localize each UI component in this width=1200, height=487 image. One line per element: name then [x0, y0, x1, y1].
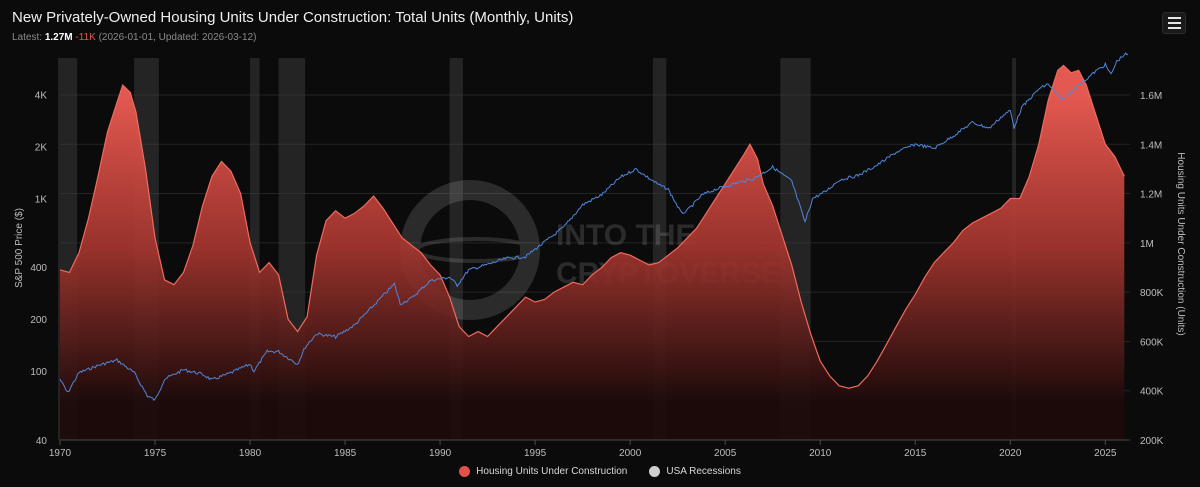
chart-title: New Privately-Owned Housing Units Under …	[12, 9, 574, 26]
y-left-tick-label: 200	[30, 315, 47, 326]
housing-area	[60, 65, 1125, 441]
y-left-tick-label: 2K	[35, 142, 48, 153]
housing-line	[59, 64, 1125, 389]
y-left-tick-label: 40	[36, 436, 48, 447]
x-tick-label: 2010	[809, 448, 832, 459]
legend-item-recessions[interactable]: USA Recessions	[649, 466, 741, 477]
legend-dot-housing-icon	[459, 466, 471, 477]
legend: Housing Units Under Construction USA Rec…	[0, 466, 1200, 477]
y-right-axis-label: Housing Units Under Construction (Units)	[1175, 152, 1186, 335]
watermark-line1: INTO THE	[556, 219, 695, 252]
legend-item-housing[interactable]: Housing Units Under Construction	[459, 466, 627, 477]
y-left-axis-label: S&P 500 Price ($)	[14, 208, 25, 288]
x-tick-label: 1975	[144, 448, 167, 459]
x-tick-label: 2015	[904, 448, 927, 459]
latest-value: 1.27M	[44, 32, 73, 43]
latest-meta: (2026-01-01, Updated: 2026-03-12)	[98, 32, 257, 43]
x-tick-label: 2000	[619, 448, 642, 459]
y-right-tick-label: 1.6M	[1140, 91, 1162, 102]
x-tick-label: 1980	[239, 448, 262, 459]
housing-area-layer	[59, 64, 1125, 441]
latest-summary: Latest: 1.27M -11K (2026-01-01, Updated:…	[12, 32, 256, 43]
hamburger-menu-icon[interactable]	[1162, 12, 1186, 34]
y-right-tick-label: 400K	[1140, 387, 1164, 398]
menu-bar	[1167, 17, 1181, 19]
x-tick-label: 2025	[1094, 448, 1117, 459]
latest-label: Latest:	[12, 32, 43, 43]
axis-layer: S&P 500 Price ($) Housing Units Under Co…	[14, 90, 1186, 459]
y-left-tick-label: 4K	[35, 90, 48, 101]
x-tick-label: 2005	[714, 448, 737, 459]
y-left-tick-label: 1K	[35, 194, 48, 205]
y-right-tick-label: 200K	[1140, 436, 1164, 447]
legend-label-housing: Housing Units Under Construction	[476, 466, 628, 477]
menu-bar	[1167, 27, 1181, 29]
recession-band	[250, 58, 260, 440]
legend-dot-recessions-icon	[649, 466, 661, 477]
x-tick-label: 1985	[334, 448, 357, 459]
sp500-line-layer	[59, 52, 1129, 401]
y-right-tick-label: 1M	[1140, 239, 1154, 250]
legend-label-recessions: USA Recessions	[666, 466, 741, 477]
y-right-tick-label: 1.4M	[1140, 140, 1162, 151]
sp500-line	[59, 52, 1129, 401]
x-tick-label: 1970	[49, 448, 72, 459]
y-right-tick-label: 600K	[1140, 337, 1164, 348]
x-tick-label: 2020	[999, 448, 1022, 459]
y-left-tick-label: 400	[30, 263, 47, 274]
y-right-tick-label: 1.2M	[1140, 190, 1162, 201]
latest-change: -11K	[75, 32, 96, 43]
x-tick-label: 1990	[429, 448, 452, 459]
y-left-tick-label: 100	[30, 367, 47, 378]
x-tick-label: 1995	[524, 448, 547, 459]
menu-bar	[1167, 22, 1181, 24]
y-right-tick-label: 800K	[1140, 288, 1164, 299]
